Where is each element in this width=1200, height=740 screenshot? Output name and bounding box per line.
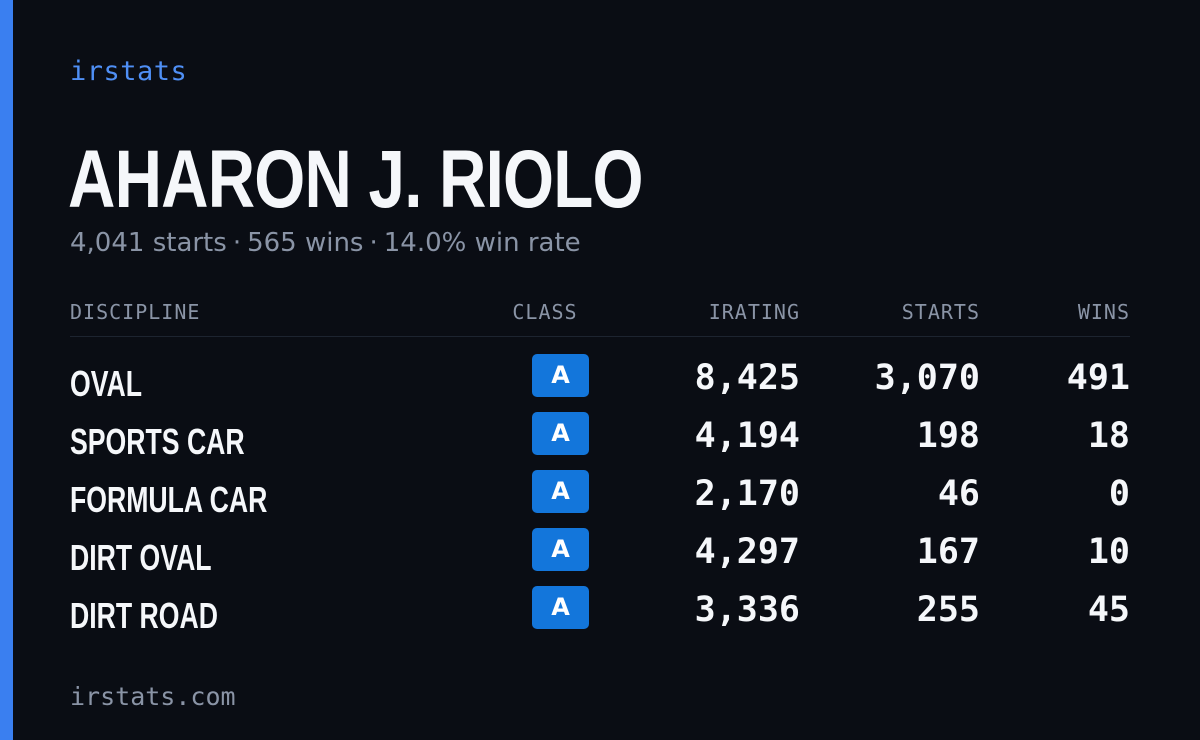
irating-value: 8,425 [694, 358, 800, 398]
wins-value: 10 [1087, 532, 1130, 572]
wins-value: 45 [1087, 590, 1130, 630]
class-badge: A [532, 412, 589, 455]
class-badge: A [532, 528, 589, 571]
header-starts: STARTS [901, 300, 980, 324]
footer-url: irstats.com [70, 682, 236, 711]
summary-separator: · [232, 228, 242, 258]
class-badge: A [532, 354, 589, 397]
wins-value: 491 [1066, 358, 1130, 398]
irating-value: 3,336 [694, 590, 800, 630]
discipline-table: OVAL A 8,425 3,070 491 SPORTS CAR A 4,19… [70, 346, 1130, 636]
table-row: DIRT ROAD A 3,336 255 45 [70, 578, 1130, 636]
table-row: DIRT OVAL A 4,297 167 10 [70, 520, 1130, 578]
starts-value: 198 [916, 416, 980, 456]
table-row: FORMULA CAR A 2,170 46 0 [70, 462, 1130, 520]
starts-value: 46 [937, 474, 980, 514]
irating-value: 4,297 [694, 532, 800, 572]
header-class: CLASS [512, 300, 578, 324]
discipline-name: DIRT ROAD [70, 595, 218, 636]
brand-logo-text: irstats [70, 56, 188, 87]
header-discipline: DISCIPLINE [70, 300, 201, 324]
class-badge: A [532, 586, 589, 629]
discipline-name: OVAL [70, 363, 143, 404]
starts-summary: 4,041 starts [70, 228, 227, 258]
discipline-name: SPORTS CAR [70, 421, 245, 462]
summary-separator: · [369, 228, 378, 258]
table-header: DISCIPLINE CLASS IRATING STARTS WINS [70, 300, 1130, 337]
wins-value: 0 [1108, 474, 1130, 514]
starts-value: 255 [916, 590, 980, 630]
wins-value: 18 [1087, 416, 1130, 456]
driver-name: AHARON J. RIOLO [68, 134, 644, 225]
header-wins: WINS [1077, 300, 1130, 324]
class-badge: A [532, 470, 589, 513]
table-row: OVAL A 8,425 3,070 491 [70, 346, 1130, 404]
table-row: SPORTS CAR A 4,194 198 18 [70, 404, 1130, 462]
accent-bar [0, 0, 13, 740]
irating-value: 4,194 [694, 416, 800, 456]
wins-summary: 565 wins [247, 228, 364, 258]
starts-value: 167 [916, 532, 980, 572]
driver-summary: 4,041 starts · 565 wins · 14.0% win rate [70, 228, 581, 258]
discipline-name: FORMULA CAR [70, 479, 268, 520]
header-irating: IRATING [708, 300, 800, 324]
irating-value: 2,170 [694, 474, 800, 514]
win-rate-summary: 14.0% win rate [383, 228, 581, 258]
discipline-name: DIRT OVAL [70, 537, 212, 578]
starts-value: 3,070 [874, 358, 980, 398]
